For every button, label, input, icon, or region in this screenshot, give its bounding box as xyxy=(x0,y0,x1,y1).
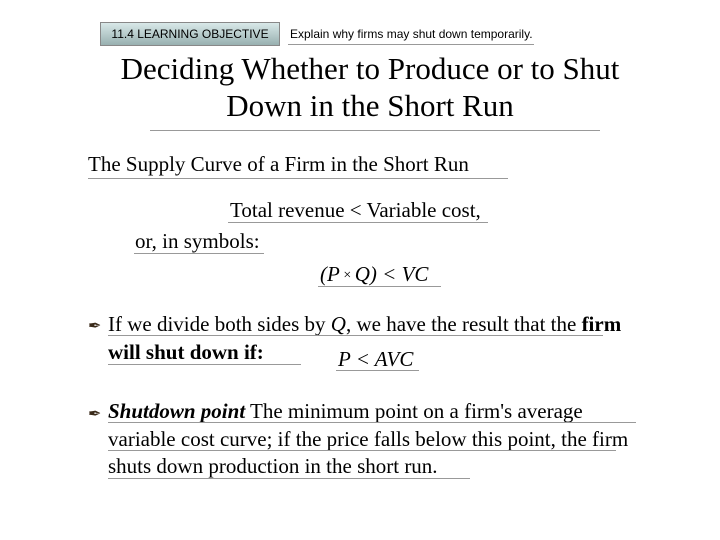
underline xyxy=(108,422,636,423)
lt-sign: < xyxy=(350,347,374,371)
variable-Q: Q xyxy=(331,312,346,336)
term: Shutdown point xyxy=(108,399,245,423)
formula-revenue: (P × Q) < VC xyxy=(320,262,428,287)
text: , we have the result that the xyxy=(346,312,582,336)
body-text: Total revenue < Variable cost, xyxy=(230,198,481,223)
variable-P: P xyxy=(327,262,340,286)
underline xyxy=(336,370,419,371)
underline xyxy=(108,364,301,365)
underline xyxy=(288,44,534,45)
variable-P: P xyxy=(338,347,350,371)
text: If we divide both sides by xyxy=(108,312,331,336)
bullet-icon: ✒ xyxy=(88,316,101,336)
underline xyxy=(150,130,600,131)
times-sign: × xyxy=(340,268,355,283)
paren: ( xyxy=(320,262,327,286)
underline xyxy=(108,478,470,479)
variable-VC: VC xyxy=(402,262,429,286)
body-text: or, in symbols: xyxy=(135,229,260,254)
paren-lt: ) < xyxy=(370,262,402,286)
definition-paragraph: Shutdown point The minimum point on a fi… xyxy=(108,398,638,481)
slide-title: Deciding Whether to Produce or to Shut D… xyxy=(100,50,640,124)
bullet-icon: ✒ xyxy=(88,404,101,424)
underline xyxy=(228,222,488,223)
underline xyxy=(88,178,508,179)
underline xyxy=(134,253,264,254)
underline xyxy=(108,450,616,451)
learning-objective-box: 11.4 LEARNING OBJECTIVE xyxy=(100,22,280,46)
slide-subtitle: The Supply Curve of a Firm in the Short … xyxy=(88,152,469,177)
underline xyxy=(318,286,441,287)
variable-AVC: AVC xyxy=(375,347,414,371)
variable-Q: Q xyxy=(355,262,370,286)
underline xyxy=(108,335,603,336)
formula-shutdown: P < AVC xyxy=(338,347,413,372)
learning-objective-text: Explain why firms may shut down temporar… xyxy=(290,27,533,41)
learning-objective-label: 11.4 LEARNING OBJECTIVE xyxy=(111,27,268,41)
